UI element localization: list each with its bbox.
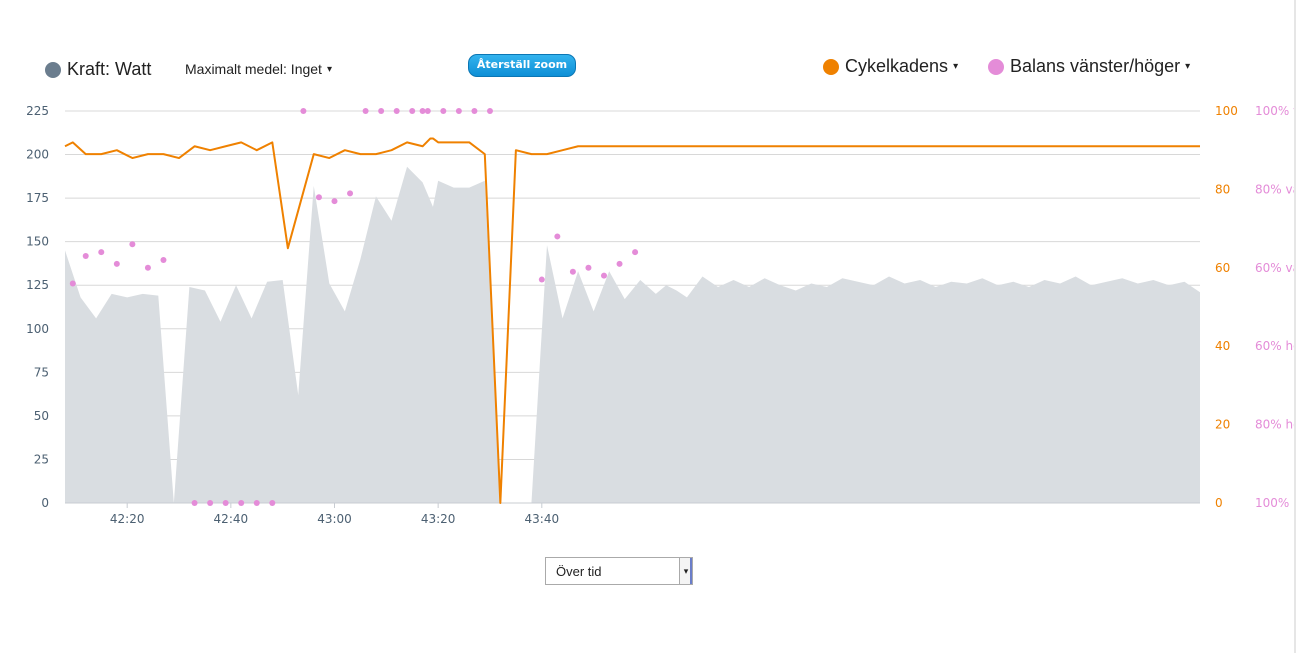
left-axis-tick-label: 25 xyxy=(34,452,49,466)
left-axis-tick-label: 100 xyxy=(26,322,49,336)
balance-point xyxy=(315,194,322,201)
balance-point xyxy=(409,108,416,114)
balance-axis-tick-label: 60% hö xyxy=(1255,339,1296,353)
balance-point xyxy=(300,108,307,114)
balance-point xyxy=(222,500,229,506)
power-area-series xyxy=(65,166,1200,504)
balance-point xyxy=(82,253,89,260)
balance-point xyxy=(455,108,462,114)
left-axis-tick-label: 75 xyxy=(34,365,49,379)
chevron-down-icon: ▾ xyxy=(679,558,692,584)
balance-point xyxy=(362,108,369,114)
balance-point xyxy=(378,108,385,114)
balance-point xyxy=(554,233,561,240)
left-axis-tick-label: 175 xyxy=(26,191,49,205)
x-axis-tick-label: 42:40 xyxy=(214,512,249,526)
power-legend-dot xyxy=(45,61,61,78)
right-axis-tick-label: 80 xyxy=(1215,182,1230,196)
balance-point xyxy=(632,249,639,256)
view-mode-value: Över tid xyxy=(556,563,602,579)
scrollbar-track xyxy=(1294,0,1296,653)
right-axis-tick-label: 60 xyxy=(1215,261,1230,275)
right-axis-tick-label: 0 xyxy=(1215,496,1223,510)
balance-point xyxy=(144,264,151,271)
balance-point xyxy=(393,108,400,114)
x-axis-tick-label: 43:20 xyxy=(421,512,456,526)
balance-point xyxy=(440,108,447,114)
balance-legend-label: Balans vänster/höger xyxy=(1010,56,1181,76)
left-axis-tick-label: 50 xyxy=(34,409,49,423)
balance-point xyxy=(486,108,493,114)
cadence-legend-dot xyxy=(823,58,839,75)
balance-point xyxy=(331,198,338,205)
balance-point xyxy=(538,276,545,283)
reset-zoom-button[interactable]: Återställ zoom xyxy=(468,54,576,77)
balance-point xyxy=(424,108,431,114)
left-axis-tick-label: 125 xyxy=(26,278,49,292)
balance-point xyxy=(113,260,120,267)
balance-point xyxy=(585,264,592,271)
left-axis-tick-label: 225 xyxy=(26,104,49,118)
balance-axis-tick-label: 80% hö xyxy=(1255,418,1296,432)
view-mode-select[interactable]: Över tid ▾ xyxy=(545,557,693,585)
balance-axis-tick-label: 100% vä xyxy=(1255,104,1296,118)
balance-point xyxy=(600,272,607,279)
balance-point xyxy=(238,500,245,506)
left-axis-tick-label: 0 xyxy=(41,496,49,510)
x-axis-tick-label: 43:00 xyxy=(317,512,352,526)
right-axis-tick-label: 40 xyxy=(1215,339,1230,353)
right-axis-tick-label: 20 xyxy=(1215,418,1230,432)
balance-point xyxy=(160,256,167,263)
balance-axis-tick-label: 60% vä xyxy=(1255,261,1296,275)
balance-point xyxy=(207,500,214,506)
chevron-down-icon: ▾ xyxy=(953,61,959,72)
legend-power[interactable]: Kraft: Watt xyxy=(45,59,151,80)
max-average-dropdown[interactable]: Maximalt medel: Inget ▾ xyxy=(185,61,332,77)
chevron-down-icon: ▾ xyxy=(1185,61,1191,72)
balance-point xyxy=(471,108,478,114)
balance-point xyxy=(569,268,576,275)
balance-point xyxy=(269,500,276,506)
chevron-down-icon: ▾ xyxy=(326,63,332,75)
balance-legend-dot xyxy=(988,58,1004,75)
legend-cadence[interactable]: Cykelkadens ▾ xyxy=(823,56,958,77)
power-legend-label: Kraft: Watt xyxy=(67,59,152,79)
max-average-label: Maximalt medel: Inget xyxy=(185,61,322,77)
left-axis-tick-label: 150 xyxy=(26,235,49,249)
balance-point xyxy=(347,190,354,197)
balance-point xyxy=(191,500,198,506)
cadence-legend-label: Cykelkadens xyxy=(845,56,949,76)
balance-axis-tick-label: 80% vä xyxy=(1255,182,1296,196)
balance-axis-tick-label: 100% hö xyxy=(1255,496,1296,510)
activity-chart[interactable]: 0 25 50 75 100 125 150 175 200 225 0 20 40 60 80 100 100… xyxy=(0,0,1296,540)
legend-balance[interactable]: Balans vänster/höger ▾ xyxy=(988,56,1190,77)
left-axis-tick-label: 200 xyxy=(26,148,49,162)
balance-point xyxy=(129,241,136,248)
balance-point xyxy=(616,260,623,267)
x-axis-tick-label: 42:20 xyxy=(110,512,145,526)
cadence-line-series xyxy=(64,137,1200,504)
balance-point xyxy=(69,280,76,287)
balance-point xyxy=(253,500,260,506)
right-axis-tick-label: 100 xyxy=(1215,104,1238,118)
balance-point xyxy=(419,108,426,114)
balance-point xyxy=(98,249,105,256)
x-axis-tick-label: 43:40 xyxy=(525,512,560,526)
